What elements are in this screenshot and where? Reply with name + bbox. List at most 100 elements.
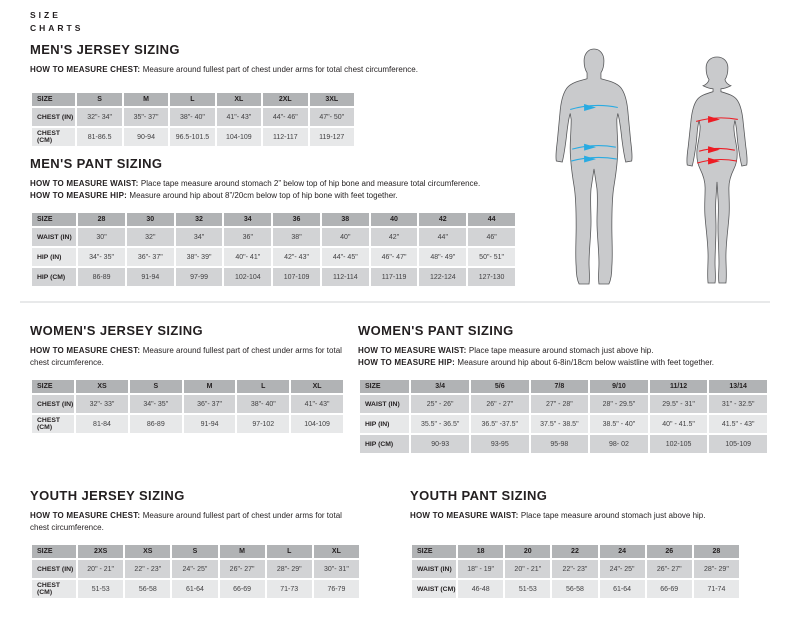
table-cell: 42": [370, 228, 418, 247]
column-header: S: [129, 380, 182, 394]
howto-block: HOW TO MEASURE CHEST: Measure around ful…: [30, 345, 345, 369]
table-cell: 30": [78, 228, 125, 247]
column-header: SIZE: [32, 93, 76, 107]
column-header: 40: [370, 213, 418, 227]
table-cell: 46": [468, 228, 515, 247]
table-row: CHEST (CM) 81-84 86-89 91-94 97-102 104-109: [32, 415, 343, 434]
table-cell: 24"- 25": [599, 560, 645, 579]
table-cell: 81-84: [76, 415, 128, 434]
row-label: WAIST (CM): [412, 580, 457, 599]
column-header: 11/12: [649, 380, 708, 394]
male-waist-measure-arrow: [572, 143, 616, 151]
column-header: M: [219, 545, 265, 559]
column-header: 32: [175, 213, 223, 227]
womens-pant-section: WOMEN'S PANT SIZING HOW TO MEASURE WAIST…: [358, 323, 773, 456]
column-header: L: [237, 380, 290, 394]
column-header: S: [172, 545, 218, 559]
howto-instruction: HOW TO MEASURE WAIST: Place tape measure…: [410, 511, 706, 521]
section-title: WOMEN'S JERSEY SIZING: [30, 323, 204, 338]
section-divider: [20, 301, 770, 303]
table-cell: 36"- 37": [183, 395, 236, 414]
table-cell: 34": [175, 228, 223, 247]
column-header: XL: [216, 93, 262, 107]
table-cell: 122-124: [419, 268, 467, 287]
table-cell: 61-64: [599, 580, 645, 599]
female-chest-measure-arrow: [696, 115, 738, 123]
table-cell: 40" - 41.5": [649, 415, 708, 434]
table-row: CHEST (CM) 51-53 56-58 61-64 66-69 71-73 76-79: [32, 580, 359, 599]
table-cell: 26"- 27": [219, 560, 265, 579]
howto-instruction: HOW TO MEASURE WAIST: Place tape measure…: [358, 346, 654, 356]
column-header: SIZE: [32, 545, 77, 559]
howto-block: HOW TO MEASURE CHEST: Measure around ful…: [30, 64, 550, 76]
table-cell: 42"- 43": [273, 248, 320, 267]
table-cell: 95-98: [530, 435, 589, 454]
table-cell: 40": [321, 228, 369, 247]
table-cell: 34"- 35": [78, 248, 125, 267]
column-header: 36: [273, 213, 320, 227]
column-header: 22: [552, 545, 598, 559]
youth-pant-section: YOUTH PANT SIZING HOW TO MEASURE WAIST: …: [410, 488, 760, 601]
howto-instruction: HOW TO MEASURE WAIST: Place tape measure…: [30, 179, 481, 189]
column-header: L: [170, 93, 215, 107]
table-row: WAIST (IN) 25" - 26" 26" - 27" 27" - 28" 28"…: [360, 395, 767, 414]
table-cell: 97-99: [175, 268, 223, 287]
column-header: S: [77, 93, 122, 107]
table-cell: 38"- 39": [175, 248, 223, 267]
table-cell: 36": [224, 228, 272, 247]
table-cell: 26"- 27": [646, 560, 692, 579]
table-cell: 36.5" -37.5": [470, 415, 529, 434]
womens-pant-table: SIZE 3/4 5/6 7/8 9/10 11/12 13/14 WAIST (IN) 25"…: [358, 378, 769, 456]
header-row: SIZE 3/4 5/6 7/8 9/10 11/12 13/14: [360, 380, 767, 394]
female-hip-measure-arrow: [697, 157, 737, 165]
table-cell: 22"- 23": [552, 560, 598, 579]
table-cell: 112-114: [321, 268, 369, 287]
table-cell: 35.5" - 36.5": [411, 415, 469, 434]
table-cell: 91-94: [126, 268, 174, 287]
table-cell: 104-109: [216, 128, 262, 147]
header-row: SIZE 18 20 22 24 26 28: [412, 545, 739, 559]
howto-block: HOW TO MEASURE CHEST: Measure around ful…: [30, 510, 361, 534]
mens-jersey-table: SIZE S M L XL 2XL 3XL CHEST (IN) 32"- 34" 35"- 37…: [30, 91, 356, 149]
table-cell: 117-119: [370, 268, 418, 287]
table-cell: 34"- 35": [129, 395, 182, 414]
row-label: CHEST (CM): [32, 128, 76, 147]
row-label: CHEST (CM): [32, 580, 77, 599]
column-header: 26: [646, 545, 692, 559]
table-cell: 91-94: [183, 415, 236, 434]
table-cell: 25" - 26": [411, 395, 469, 414]
womens-jersey-section: WOMEN'S JERSEY SIZING HOW TO MEASURE CHE…: [30, 323, 345, 436]
column-header: M: [183, 380, 236, 394]
table-row: WAIST (IN) 18" - 19" 20" - 21" 22"- 23" 24"-…: [412, 560, 739, 579]
column-header: 3/4: [411, 380, 469, 394]
howto-instruction: HOW TO MEASURE HIP: Measure around hip a…: [358, 358, 715, 368]
table-cell: 38"- 40": [237, 395, 290, 414]
row-label: HIP (IN): [32, 248, 77, 267]
table-cell: 36"- 37": [126, 248, 174, 267]
column-header: 13/14: [709, 380, 767, 394]
table-row: WAIST (CM) 46-48 51-53 56-58 61-64 66-69 71-74: [412, 580, 739, 599]
table-cell: 98- 02: [590, 435, 648, 454]
table-row: HIP (IN) 34"- 35" 36"- 37" 38"- 39" 40"- 41"…: [32, 248, 515, 267]
column-header: 42: [419, 213, 467, 227]
table-cell: 76-79: [313, 580, 359, 599]
row-label: CHEST (IN): [32, 560, 77, 579]
row-label: WAIST (IN): [360, 395, 410, 414]
howto-instruction: HOW TO MEASURE HIP: Measure around hip a…: [30, 191, 398, 201]
column-header: SIZE: [32, 380, 75, 394]
mens-pant-table: SIZE 28 30 32 34 36 38 40 42 44 WAIST (IN) 30" 32" 34…: [30, 211, 517, 289]
size-charts-logo: SIZE CHARTS: [30, 9, 83, 35]
table-cell: 24"- 25": [172, 560, 218, 579]
table-row: CHEST (IN) 32"- 34" 35"- 37" 38"- 40" 41"- 4…: [32, 108, 354, 127]
column-header: SIZE: [412, 545, 457, 559]
logo-line-2: CHARTS: [30, 23, 84, 34]
column-header: XS: [76, 380, 128, 394]
table-cell: 32"- 33": [76, 395, 128, 414]
howto-instruction: HOW TO MEASURE CHEST: Measure around ful…: [30, 346, 342, 368]
table-cell: 61-64: [172, 580, 218, 599]
column-header: 24: [599, 545, 645, 559]
table-row: CHEST (CM) 81-86.5 90-94 96.5-101.5 104-109 1…: [32, 128, 354, 147]
mens-jersey-section: MEN'S JERSEY SIZING HOW TO MEASURE CHEST…: [30, 42, 550, 149]
section-title: MEN'S JERSEY SIZING: [30, 42, 180, 57]
